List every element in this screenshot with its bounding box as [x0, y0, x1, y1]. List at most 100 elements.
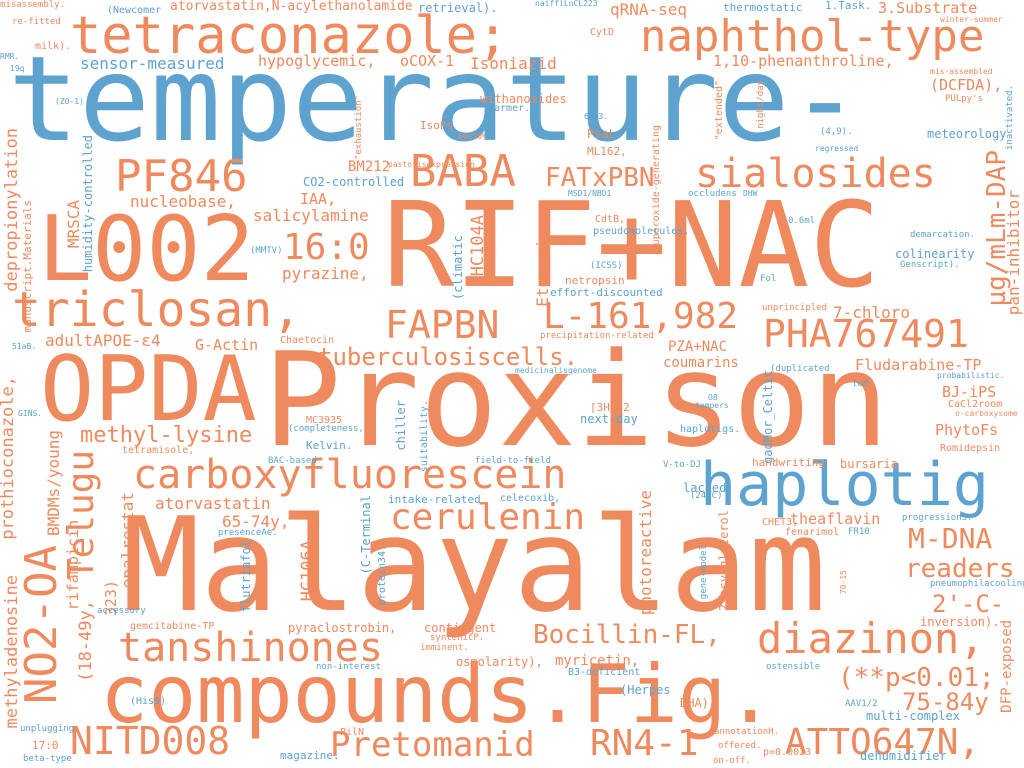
word: warmer. [488, 103, 531, 114]
word: salicylamine [253, 206, 369, 225]
word: BMDMs/young [44, 430, 63, 536]
word: non-interest [316, 662, 382, 672]
word: tuberculosiscells. [318, 343, 579, 371]
word: multi-complex [866, 709, 960, 723]
word: 3.Substrate [878, 0, 978, 17]
word: Romidepsin [940, 443, 1001, 454]
word: MSD1/NBD1 [568, 189, 612, 198]
word: magazine. [280, 749, 340, 762]
word: bursaria [840, 457, 898, 471]
word: PHA767491 [763, 312, 969, 356]
word: temperature- [8, 30, 861, 168]
word: 16:0 [283, 227, 370, 268]
word: Pretomanid [330, 725, 535, 765]
word: lacked [683, 481, 727, 495]
word: photoreactive [636, 490, 655, 616]
word: ML162, [587, 145, 627, 158]
word: o-carboxysome [955, 409, 1018, 418]
word: contingent [424, 621, 497, 635]
word: "extended" [714, 80, 725, 141]
word: sensor-measured [80, 54, 225, 73]
word: 1.Task. [825, 0, 872, 12]
word: (duplicated [770, 364, 830, 374]
word: Genscript). [900, 260, 960, 270]
word: (climatic [451, 235, 465, 301]
word: compounds.Fig. [100, 648, 775, 741]
word: inversion). [920, 615, 1000, 629]
word: PF846 [115, 151, 248, 202]
word: G-Actin [195, 336, 259, 354]
word: ATTO647N, [785, 722, 981, 763]
word: 2'-C- [932, 590, 1005, 618]
word: 6803. [584, 112, 609, 121]
word: oCOX-1 [400, 52, 455, 70]
word: diazinon, [757, 614, 985, 663]
word: manuscript.Materials [21, 200, 34, 333]
word: 60±10% [458, 132, 487, 141]
word: RIF+NAC [383, 176, 881, 314]
word: celecoxib, [500, 493, 561, 504]
word: beta-type [23, 754, 72, 764]
word: RMR. [0, 52, 20, 61]
word: sialosides [695, 151, 936, 197]
word: (MMTV) [250, 246, 283, 256]
word: misassembly. [0, 0, 66, 10]
word: protein34. [377, 545, 388, 606]
word: theaflavin [790, 510, 881, 528]
word: BJ-iPS [942, 383, 997, 401]
word: cerulenin [390, 497, 586, 538]
word: Isoniazid [470, 54, 557, 73]
word: 1,10-phenanthroline, [713, 52, 894, 70]
word: winter-summer [940, 15, 1003, 24]
word: NO2-OA [16, 545, 67, 704]
word: BAC-based [268, 456, 317, 466]
word: medicinalisgenome [515, 366, 597, 375]
word: (completeness, [288, 424, 364, 434]
word: 7-chloro [833, 303, 911, 322]
word: withanosides [480, 92, 567, 106]
word: 0.6ml [788, 216, 816, 226]
word: humidity-controlled [81, 135, 95, 273]
word: pastorisexpression [388, 160, 475, 169]
word: PhytoFs [935, 421, 999, 439]
word: Bocillin-FL, [533, 620, 721, 650]
word: fenarimol [785, 527, 840, 538]
word: field-to-field [475, 456, 551, 466]
word: meteorology [927, 127, 1007, 141]
word: depropionylation [2, 128, 22, 292]
word: progressionS. [902, 513, 973, 523]
word: L-161,982 [543, 296, 739, 337]
word: "exhaustion" [354, 95, 364, 161]
word: DHA), [680, 696, 717, 710]
word: nucleobase, [130, 192, 236, 211]
word: PULpy's [945, 94, 983, 104]
word: 17:0 [32, 739, 59, 752]
word: rifampicin [64, 520, 82, 611]
word: epalrestat [118, 492, 137, 589]
word: Etomoxir, [533, 220, 552, 307]
word: ostensible [766, 662, 821, 672]
word: (C-Terminal [359, 495, 373, 575]
word: AAV1/2 [845, 699, 878, 709]
word: pan-inhibitor [1004, 190, 1023, 316]
word: HC104A [468, 215, 488, 277]
word: pyraclostrobin, [288, 621, 397, 635]
word: 19q [10, 64, 25, 73]
word: tanshinones [118, 625, 383, 671]
word: FATxPBN [545, 163, 655, 193]
word: IsoPs [420, 119, 454, 132]
word: atorvastatin,N-acylethanolamide [170, 0, 413, 14]
word: netropsin [565, 274, 625, 287]
word: gemcitabine-TP [130, 621, 215, 632]
word: demarcation. [910, 230, 976, 240]
word: myricetin, [555, 653, 640, 669]
word: precipitation-related [540, 331, 654, 341]
word: gene-model [699, 545, 709, 600]
word: Chaetocin [280, 335, 335, 346]
word: milk). [35, 41, 72, 52]
word: inactivated. [1005, 85, 1015, 151]
word: Malayalam [122, 489, 827, 641]
word: Kelvin. [306, 439, 353, 452]
word: effort-discounted [550, 286, 663, 299]
word: accessory [97, 606, 146, 616]
